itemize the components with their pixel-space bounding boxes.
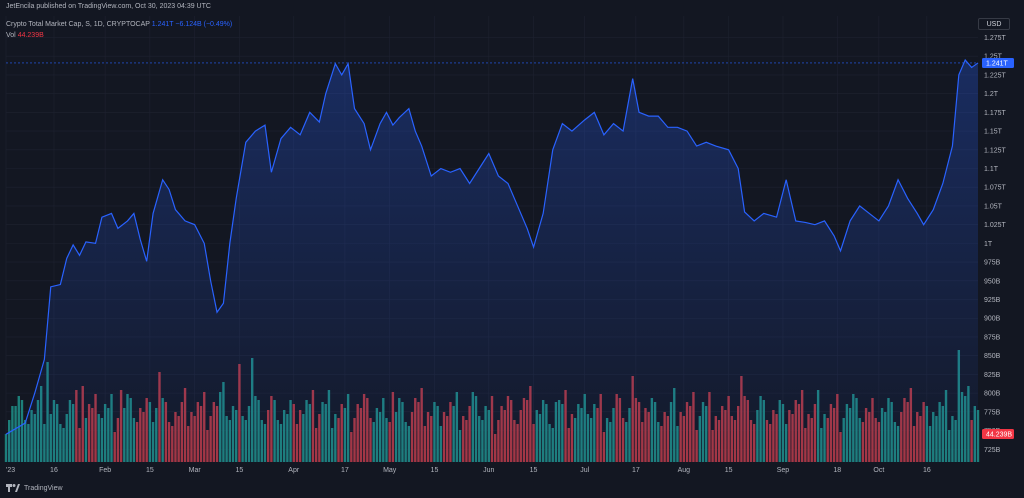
volume-row: Vol 44.239B <box>6 30 232 41</box>
publish-text: JetEncila published on TradingView.com, … <box>6 3 211 10</box>
price-tick-label: 975B <box>984 260 1001 267</box>
price-tick-label: 1.275T <box>984 35 1007 42</box>
price-tick-label: 775B <box>984 409 1001 416</box>
publish-info: JetEncila published on TradingView.com, … <box>6 2 211 11</box>
price-axis-labels: 1.241T 44.239B <box>982 57 1014 439</box>
price-tick-label: 1.05T <box>984 203 1003 210</box>
time-tick-label: 15 <box>236 467 244 474</box>
volume-tag-bg <box>982 429 1014 439</box>
time-tick-label: 16 <box>923 467 931 474</box>
price-line <box>5 58 979 435</box>
price-tick-label: 925B <box>984 297 1001 304</box>
time-tick-label: Jul <box>580 467 589 474</box>
price-area <box>6 59 978 462</box>
time-tick-label: Aug <box>678 467 691 474</box>
time-tick-label: Feb <box>99 467 111 474</box>
time-tick-label: 17 <box>341 467 349 474</box>
time-tick-label: 18 <box>833 467 841 474</box>
currency-button[interactable]: USD <box>978 18 1010 30</box>
time-tick-label: 15 <box>530 467 538 474</box>
price-tick-label: 1.225T <box>984 72 1007 79</box>
chart-legend: Crypto Total Market Cap, S, 1D, CRYPTOCA… <box>6 19 232 41</box>
time-axis-ticks: '23 16 Feb 15 Mar 15 Apr 17 May 15 Jun 15 Jul 17 Aug 15… <box>6 467 931 474</box>
last-price-tag: 1.241T <box>986 60 1009 67</box>
price-tick-label: 1.175T <box>984 110 1007 117</box>
time-tick-label: 15 <box>431 467 439 474</box>
time-tick-label: May <box>383 467 397 474</box>
time-tick-label: 17 <box>632 467 640 474</box>
tradingview-logo-icon <box>6 484 20 492</box>
time-tick-label: Apr <box>288 467 300 474</box>
time-tick-label: 15 <box>146 467 154 474</box>
symbol-row: Crypto Total Market Cap, S, 1D, CRYPTOCA… <box>6 19 232 30</box>
price-tick-label: 875B <box>984 334 1001 341</box>
volume-value: 44.239B <box>17 32 44 39</box>
price-tick-label: 825B <box>984 372 1001 379</box>
symbol-name[interactable]: Crypto Total Market Cap, S, 1D, CRYPTOCA… <box>6 21 150 28</box>
price-tick-label: 800B <box>984 391 1001 398</box>
footer-brand[interactable]: TradingView <box>6 484 63 492</box>
price-tick-label: 1T <box>984 241 993 248</box>
price-tick-label: 1.2T <box>984 91 999 98</box>
price-tick-label: 850B <box>984 353 1001 360</box>
price-tick-label: 1.125T <box>984 147 1007 154</box>
symbol-change: −6.124B (−0.49%) <box>175 21 233 28</box>
price-tick-label: 725B <box>984 447 1001 454</box>
time-tick-label: Oct <box>873 467 884 474</box>
footer-brand-text: TradingView <box>24 484 63 492</box>
price-tick-label: 1.25T <box>984 54 1003 61</box>
price-axis-ticks: 1.275T 1.25T 1.225T 1.2T 1.175T 1.15T 1.125T 1.… <box>984 35 1007 454</box>
price-tick-label: 1.1T <box>984 166 999 173</box>
price-tick-label: 950B <box>984 278 1001 285</box>
time-tick-label: Jun <box>483 467 494 474</box>
last-price-tag-bg <box>982 57 1014 68</box>
price-tick-label: 900B <box>984 316 1001 323</box>
time-tick-label: Sep <box>777 467 790 474</box>
time-tick-label: '23 <box>6 467 15 474</box>
volume-tag: 44.239B <box>986 432 1012 439</box>
price-tick-label: 1.025T <box>984 222 1007 229</box>
time-tick-label: 15 <box>725 467 733 474</box>
price-tick-label: 1.15T <box>984 129 1003 136</box>
volume-label[interactable]: Vol <box>6 32 16 39</box>
price-tick-label: 1.075T <box>984 185 1007 192</box>
time-tick-label: Mar <box>189 467 202 474</box>
symbol-last-value: 1.241T <box>151 21 174 28</box>
time-tick-label: 16 <box>50 467 58 474</box>
